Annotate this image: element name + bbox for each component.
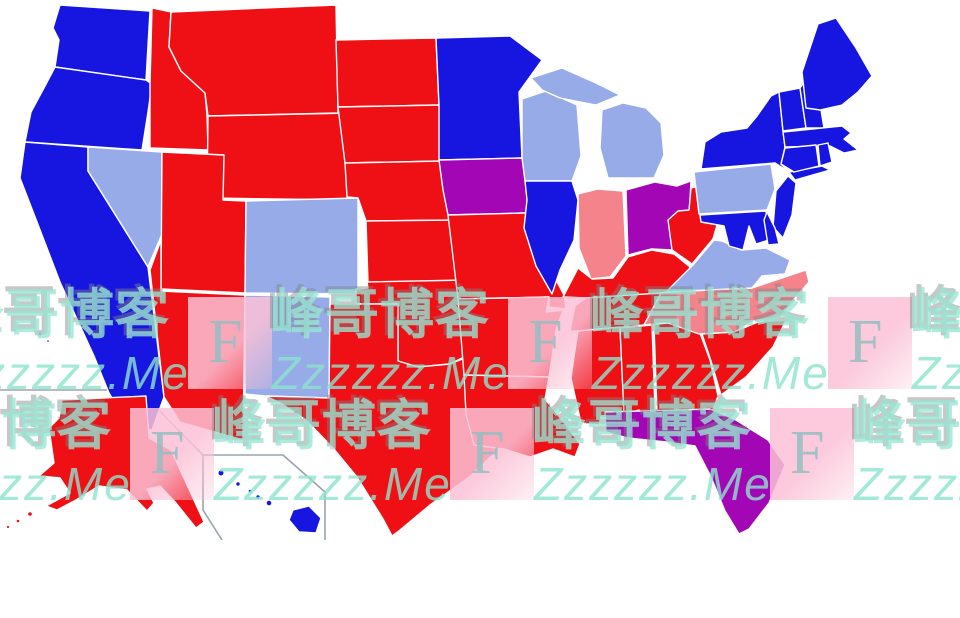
state-sc	[701, 319, 787, 396]
state-mi-upper	[530, 67, 621, 106]
state-ms	[570, 326, 625, 426]
state-ny	[700, 91, 790, 173]
state-nj	[772, 175, 797, 239]
state-nd	[335, 37, 440, 108]
state-va	[665, 239, 791, 293]
state-ak-island	[5, 524, 11, 530]
state-ri	[817, 142, 833, 167]
state-hi-big-island	[288, 505, 322, 534]
state-nv	[87, 146, 163, 268]
state-nm	[244, 294, 331, 399]
state-nc	[643, 269, 810, 335]
state-hi-island	[265, 499, 273, 507]
state-ca-island	[37, 331, 43, 337]
state-mt	[168, 4, 339, 117]
state-hi-island	[254, 493, 262, 501]
state-ar	[457, 296, 564, 378]
state-tx	[265, 303, 501, 537]
hawaii-inset-border	[203, 454, 326, 540]
state-hi-island	[217, 469, 225, 477]
state-de	[763, 211, 780, 246]
state-ak-island	[15, 518, 21, 524]
state-or	[24, 66, 153, 151]
state-in	[577, 188, 627, 280]
state-mi-lower	[599, 102, 665, 179]
state-wy	[206, 112, 352, 201]
state-ct	[780, 144, 820, 173]
state-mn	[435, 35, 543, 161]
screenshot-stage: F峰哥博客Zzzzzz.MeF峰哥博客Zzzzzz.MeF峰哥博客Zzzzzz.…	[0, 4, 960, 540]
us-election-map	[0, 4, 873, 540]
state-fl	[604, 408, 786, 535]
state-me	[801, 17, 873, 111]
state-ak-island	[26, 510, 34, 518]
state-co	[244, 197, 359, 295]
state-wi	[521, 90, 582, 182]
state-ca-island	[45, 338, 51, 344]
state-il	[523, 180, 579, 295]
state-hi-island	[247, 488, 253, 494]
state-sd	[337, 104, 444, 164]
state-pa	[693, 163, 776, 215]
state-la	[463, 374, 581, 458]
state-hi-island	[234, 480, 242, 488]
